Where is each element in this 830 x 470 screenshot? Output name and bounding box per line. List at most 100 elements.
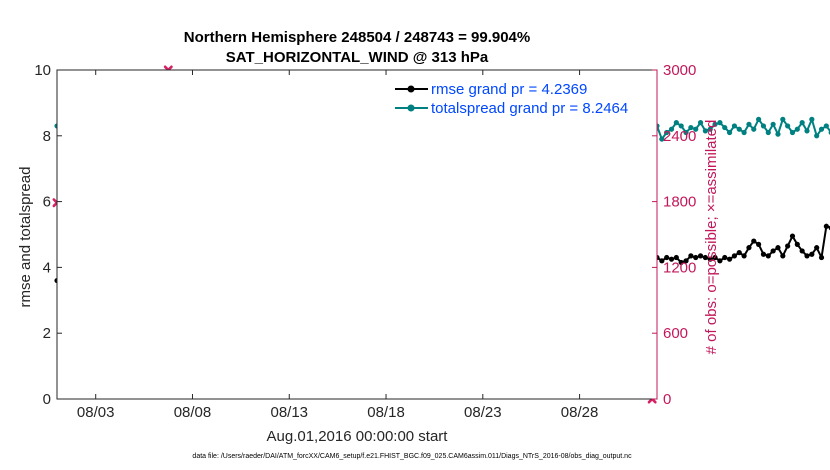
totalspread-point xyxy=(789,129,796,136)
totalspread-point xyxy=(726,129,733,136)
totalspread-point xyxy=(693,126,699,132)
y-tick-label-left: 2 xyxy=(43,325,51,342)
rmse-point xyxy=(794,241,800,247)
y-tick-label-left: 10 xyxy=(34,62,51,79)
rmse-point xyxy=(756,241,762,247)
y-tick-label-left: 6 xyxy=(43,194,51,211)
x-tick-label: 08/08 xyxy=(174,404,212,421)
chart-subtitle: SAT_HORIZONTAL_WIND @ 313 hPa xyxy=(226,49,489,66)
y-tick-label-left: 0 xyxy=(43,391,51,408)
rmse-point xyxy=(760,251,767,257)
axis-ticks: 0 2 4 6 8 10 0 600 1200 1800 2400 3000 08/03 08/08 08/… xyxy=(34,62,696,421)
totalspread-point xyxy=(731,123,738,129)
rmse-point xyxy=(736,249,742,256)
x-tick-label: 08/23 xyxy=(464,404,502,421)
y-tick-label-right: 0 xyxy=(663,391,671,408)
totalspread-point xyxy=(780,116,786,122)
totalspread-point xyxy=(760,123,767,129)
totalspread-point xyxy=(756,116,762,122)
y-tick-label-right: 1200 xyxy=(663,259,696,276)
rmse-point xyxy=(697,253,704,259)
totalspread-point xyxy=(688,124,694,131)
totalspread-point xyxy=(741,129,747,136)
totalspread-point xyxy=(765,129,771,136)
totalspread-point xyxy=(804,128,810,134)
totalspread-point xyxy=(823,123,829,129)
rmse-point xyxy=(809,251,815,257)
rmse-point xyxy=(668,256,675,262)
totalspread-point xyxy=(799,120,805,126)
totalspread-point xyxy=(794,126,800,132)
totalspread-point xyxy=(751,126,757,132)
rmse-point xyxy=(741,253,747,259)
totalspread-point xyxy=(697,120,704,126)
y-tick-label-right: 600 xyxy=(663,325,688,342)
y-tick-label-right: 2400 xyxy=(663,128,696,145)
rmse-point xyxy=(770,248,776,254)
y-tick-label-left: 8 xyxy=(43,128,51,145)
y-tick-label-right: 1800 xyxy=(663,194,696,211)
x-tick-label: 08/28 xyxy=(561,404,599,421)
legend-totalspread-label: totalspread grand pr = 8.2464 xyxy=(431,100,628,117)
rmse-point xyxy=(814,245,820,251)
totalspread-point xyxy=(707,126,713,132)
rmse-point xyxy=(823,223,829,229)
x-tick-label: 08/18 xyxy=(367,404,405,421)
rmse-point xyxy=(722,254,728,261)
totalspread-point xyxy=(717,120,723,126)
rmse-point xyxy=(712,254,718,261)
legend-rmse-marker xyxy=(407,85,415,93)
legend-rmse-label: rmse grand pr = 4.2369 xyxy=(431,81,587,98)
rmse-point xyxy=(726,256,733,262)
totalspread-point xyxy=(712,121,718,127)
legend: rmse grand pr = 4.2369 totalspread grand… xyxy=(395,81,628,117)
x-tick-label: 08/13 xyxy=(270,404,308,421)
legend-totalspread-marker xyxy=(407,104,415,112)
rmse-point xyxy=(659,258,665,264)
y-tick-label-right: 3000 xyxy=(663,62,696,79)
totalspread-point xyxy=(668,126,675,132)
y-axis-left-label: rmse and totalspread xyxy=(17,167,34,308)
rmse-point xyxy=(664,254,670,261)
rmse-point xyxy=(683,258,689,264)
rmse-point xyxy=(693,254,699,261)
y-tick-label-left: 4 xyxy=(43,259,51,276)
totalspread-point xyxy=(702,128,708,134)
totalspread-point xyxy=(722,124,728,131)
data-file-footer: data file: /Users/raeder/DAI/ATM_forcXX/… xyxy=(192,453,632,460)
totalspread-point xyxy=(746,121,752,127)
x-tick-label: 08/03 xyxy=(77,404,115,421)
rmse-point xyxy=(707,256,713,262)
totalspread-point xyxy=(818,126,825,132)
rmse-point xyxy=(818,254,825,261)
totalspread-point xyxy=(814,133,820,139)
rmse-point xyxy=(799,248,805,254)
totalspread-point xyxy=(770,121,776,127)
totalspread-point xyxy=(664,129,670,136)
totalspread-point xyxy=(678,123,684,129)
totalspread-point xyxy=(785,123,791,129)
rmse-point xyxy=(673,254,679,261)
totalspread-point xyxy=(683,129,689,136)
rmse-point xyxy=(731,253,738,259)
rmse-point xyxy=(785,243,791,249)
rmse-point xyxy=(775,245,781,251)
rmse-point xyxy=(751,238,757,244)
rmse-point xyxy=(717,258,723,264)
rmse-point xyxy=(789,233,796,239)
rmse-point xyxy=(678,259,684,266)
y-axis-right-label: # of obs: o=possible; ×=assimilated xyxy=(703,120,720,355)
chart-title: Northern Hemisphere 248504 / 248743 = 99… xyxy=(184,29,530,46)
rmse-point xyxy=(765,253,771,259)
rmse-point xyxy=(746,245,752,251)
x-axis-label: Aug.01,2016 00:00:00 start xyxy=(267,428,449,445)
rmse-point xyxy=(702,254,708,261)
totalspread-point xyxy=(775,131,781,137)
rmse-point xyxy=(688,253,694,259)
totalspread-point xyxy=(659,136,665,142)
rmse-point xyxy=(804,253,810,259)
totalspread-point xyxy=(736,126,742,132)
totalspread-point xyxy=(673,120,679,126)
plot-frame xyxy=(56,69,658,400)
